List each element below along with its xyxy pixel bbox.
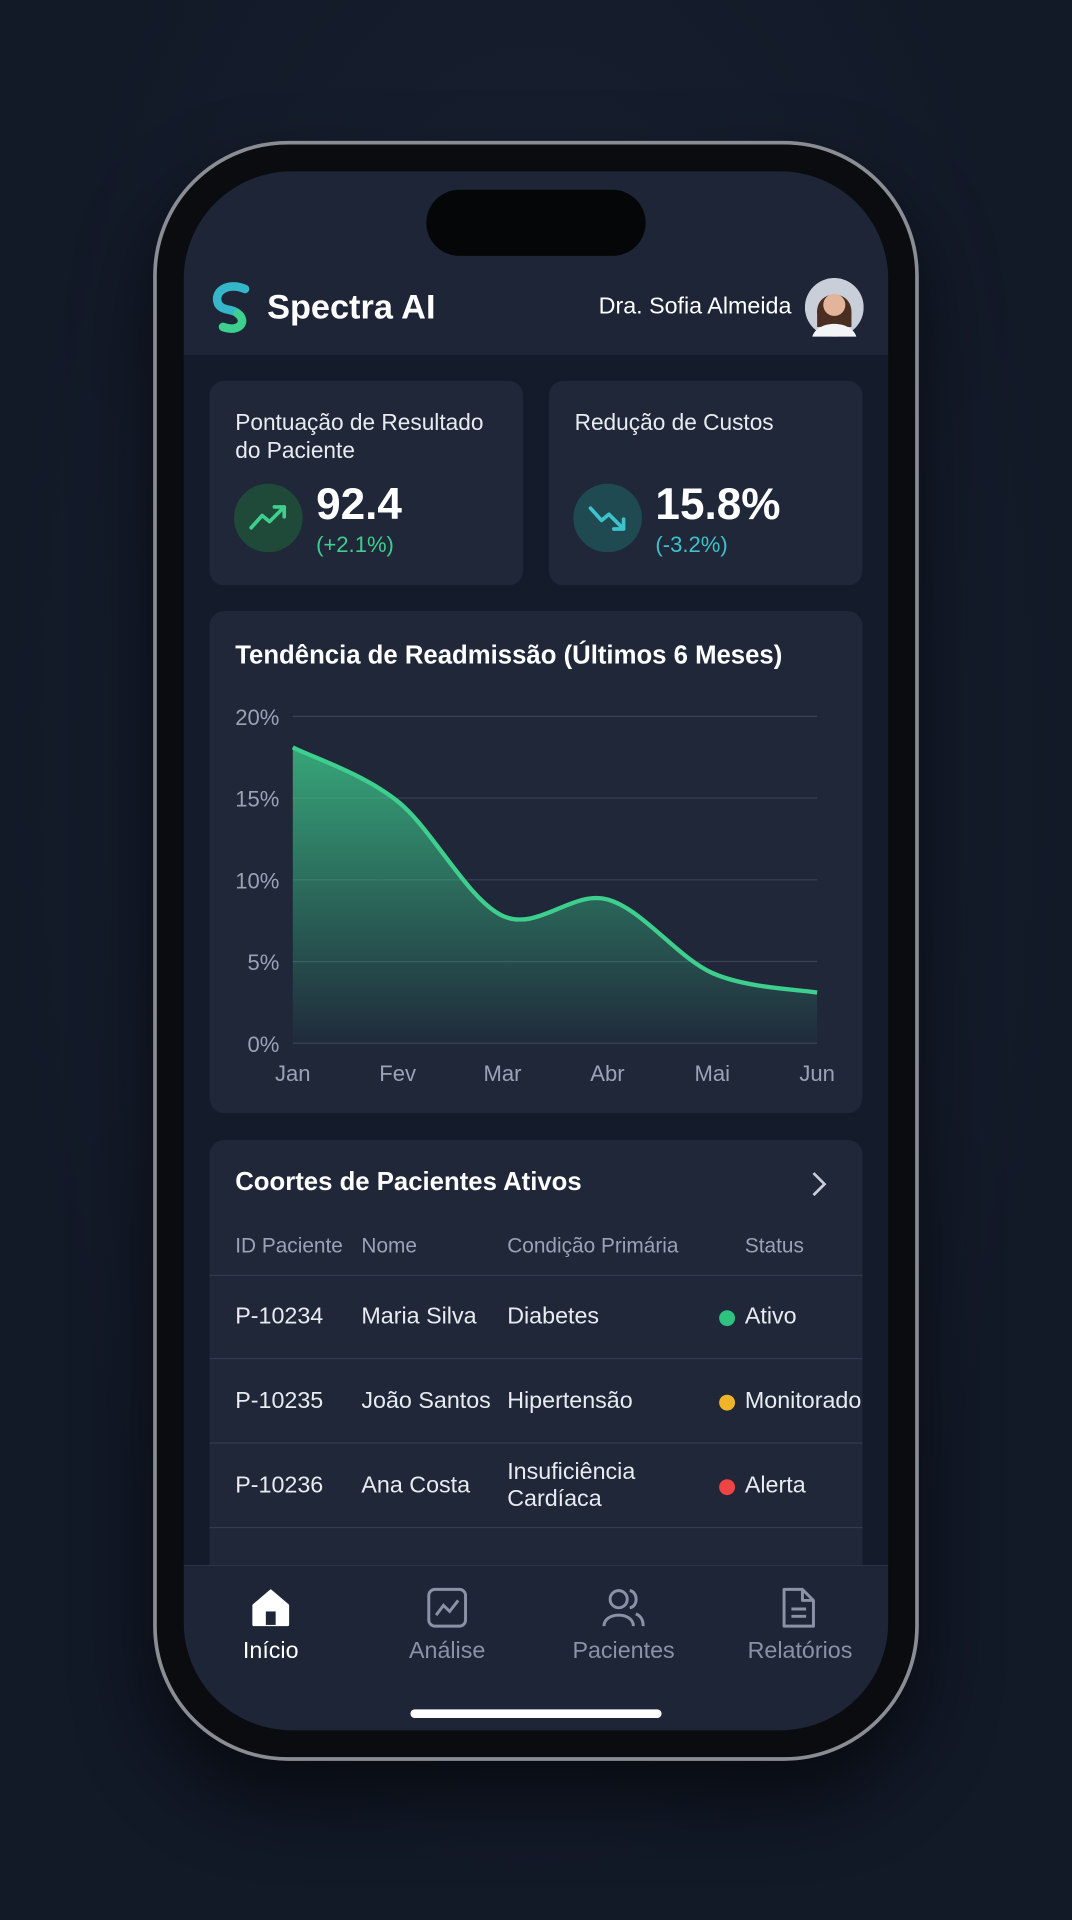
column-header: Status <box>744 1234 804 1258</box>
nav-icon <box>782 1587 815 1628</box>
x-tick-label: Mar <box>484 1061 522 1086</box>
kpi-title: Redução de Custos <box>574 408 774 435</box>
kpi-change: (+2.1%) <box>316 532 394 558</box>
status-dot <box>719 1310 736 1327</box>
chevron[interactable] <box>807 1169 832 1198</box>
nav-bar: Início Análise Pacientes Relatórios <box>183 1564 889 1731</box>
kpi-title: Pontuação de Resultado do Paciente <box>235 408 484 463</box>
chart-card: Tendência de Readmissão (Últimos 6 Meses… <box>209 611 863 1114</box>
line <box>291 745 818 995</box>
cell-status: Alerta <box>744 1473 806 1499</box>
cell-condition: Diabetes <box>507 1303 600 1330</box>
column-header: Nome <box>361 1234 417 1258</box>
home-indicator <box>410 1709 662 1718</box>
nav-label[interactable]: Início <box>242 1638 299 1665</box>
cell-condition: Insuficiência Cardíaca <box>507 1458 636 1512</box>
cell-id: P-10234 <box>235 1304 324 1330</box>
x-tick-label: Abr <box>590 1061 624 1086</box>
cell-name: João Santos <box>361 1388 491 1415</box>
x-tick-label: Jun <box>799 1061 835 1086</box>
kpi-value: 15.8% <box>655 478 781 529</box>
cell-name: Ana Costa <box>361 1473 471 1499</box>
cell-status: Ativo <box>744 1304 797 1330</box>
nav-label[interactable]: Pacientes <box>572 1638 675 1665</box>
app-name: Spectra AI <box>267 287 436 326</box>
nav-label[interactable]: Análise <box>408 1638 486 1665</box>
kpi-value: 92.4 <box>316 478 402 529</box>
user-name[interactable]: Dra. Sofia Almeida <box>598 293 792 320</box>
y-tick-label: 0% <box>247 1032 279 1057</box>
y-tick-label: 5% <box>247 950 279 975</box>
kpi-change: (-3.2%) <box>655 532 728 558</box>
area <box>292 747 818 1044</box>
dynamic-island <box>426 189 646 256</box>
cell-condition: Hipertensão <box>507 1387 633 1414</box>
table-row[interactable]: P-10234 Maria Silva Diabetes Ativo <box>209 1275 863 1360</box>
kpi-card: Redução de Custos 15.8% (-3.2%) <box>548 380 863 586</box>
status-dot <box>719 1394 736 1411</box>
chart-title: Tendência de Readmissão (Últimos 6 Meses… <box>235 640 782 670</box>
column-header: Condição Primária <box>507 1234 679 1258</box>
kpi-icon <box>573 483 642 553</box>
status-dot <box>719 1479 736 1496</box>
cell-name: Maria Silva <box>361 1304 477 1330</box>
nav-icon <box>427 1587 468 1628</box>
table-title: Coortes de Pacientes Ativos <box>235 1168 582 1197</box>
row-separator <box>209 1526 863 1529</box>
table-row[interactable]: P-10235 João Santos Hipertensão Monitorado <box>209 1359 863 1444</box>
nav-icon <box>252 1589 290 1627</box>
table-row[interactable]: P-10236 Ana Costa Insuficiência Cardíaca Al… <box>209 1444 863 1529</box>
cell-id: P-10236 <box>235 1473 324 1499</box>
x-tick-label: Fev <box>379 1061 416 1086</box>
chart: Tendência de Readmissão (Últimos 6 Meses… <box>235 640 835 1087</box>
nav-label[interactable]: Relatórios <box>747 1638 853 1665</box>
row-separator <box>209 1442 863 1444</box>
logo <box>212 282 250 333</box>
nav-icon <box>602 1589 645 1627</box>
x-tick-label: Jan <box>275 1061 311 1086</box>
kpi-card: Pontuação de Resultado do Paciente 92.4 … <box>209 380 524 586</box>
y-tick-label: 10% <box>235 868 279 893</box>
column-header: ID Paciente <box>235 1234 343 1258</box>
y-tick-label: 15% <box>235 787 279 812</box>
screen: Spectra AI Dra. Sofia Almeida Pontuação … <box>183 171 889 1731</box>
kpi-icon <box>233 483 303 553</box>
cell-status: Monitorado <box>744 1388 862 1415</box>
x-tick-label: Mai <box>695 1061 731 1086</box>
row-separator <box>209 1357 863 1360</box>
cell-id: P-10235 <box>235 1388 324 1415</box>
y-tick-label: 20% <box>235 705 279 730</box>
row-separator <box>209 1274 863 1276</box>
avatar[interactable] <box>804 277 864 337</box>
